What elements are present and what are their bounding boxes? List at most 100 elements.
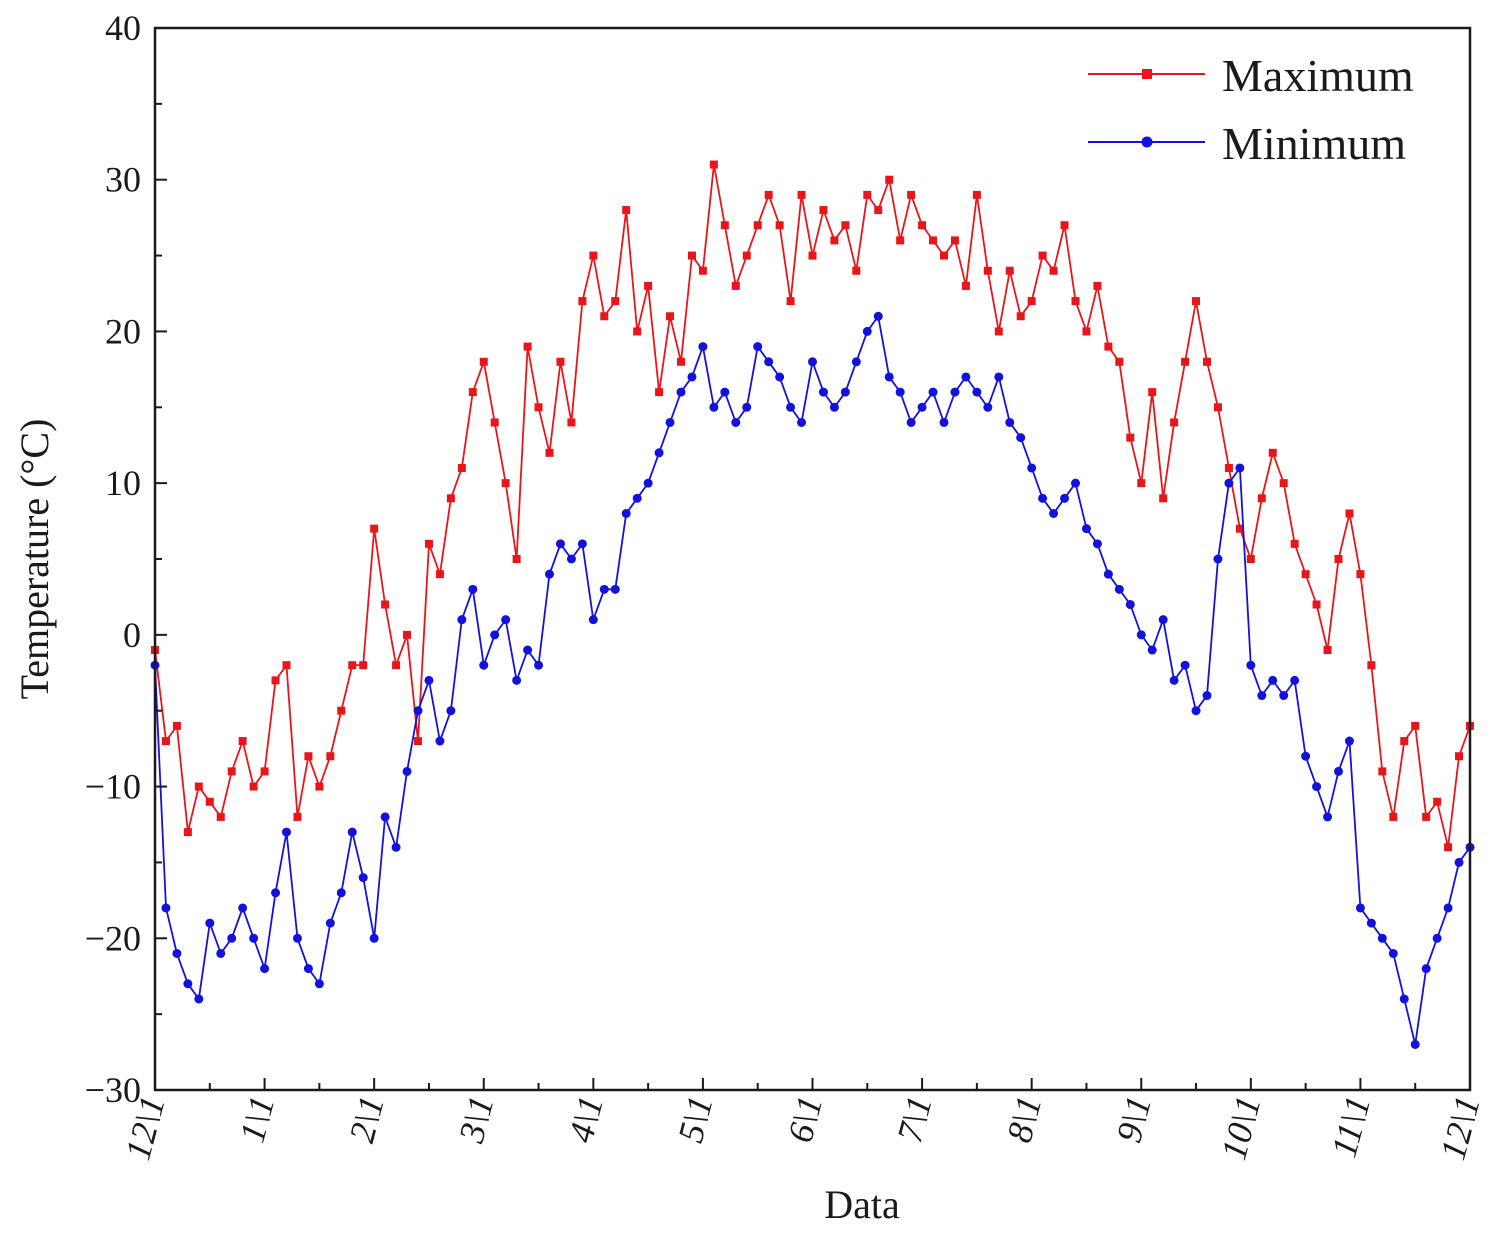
data-point-minimum [1092, 539, 1102, 549]
data-point-minimum [347, 827, 357, 837]
data-point-maximum [775, 221, 784, 230]
data-point-minimum [468, 584, 478, 594]
data-point-minimum [1334, 766, 1343, 776]
data-point-maximum [1005, 266, 1014, 275]
data-point-maximum [172, 721, 181, 730]
data-point-maximum [1323, 646, 1332, 655]
data-point-maximum [622, 206, 631, 215]
data-point-minimum [402, 766, 412, 776]
data-point-minimum [1158, 615, 1168, 625]
data-point-maximum [1290, 539, 1299, 548]
data-point-minimum [512, 675, 522, 685]
data-point-maximum [1334, 555, 1343, 563]
data-point-maximum [808, 251, 817, 260]
data-point-maximum [304, 752, 313, 761]
data-point-minimum [1136, 630, 1146, 640]
data-point-minimum [172, 948, 182, 958]
data-point-minimum [534, 660, 544, 670]
data-point-maximum [1345, 509, 1354, 518]
data-point-maximum [1137, 479, 1146, 488]
data-point-minimum [1180, 660, 1190, 670]
legend: Maximum Minimum [1088, 50, 1414, 169]
data-point-minimum [577, 539, 587, 549]
data-point-maximum [698, 266, 707, 275]
data-point-maximum [863, 190, 872, 199]
data-point-minimum [917, 402, 927, 412]
data-point-minimum [1235, 463, 1245, 473]
y-tick-label: 0 [123, 615, 141, 655]
data-point-minimum [194, 994, 204, 1004]
data-point-maximum [907, 190, 916, 199]
x-axis-ticks: 12\1 1\1 2\1 3\1 4\1 5\1 6\1 7\1 8\1 9\1 10\1 11\1 1… [118, 1078, 1488, 1164]
data-point-minimum [1038, 493, 1048, 503]
data-point-maximum [216, 812, 225, 821]
data-point-maximum [753, 221, 762, 230]
data-point-maximum [238, 737, 247, 746]
data-point-minimum [1432, 933, 1442, 943]
data-point-minimum [873, 311, 883, 321]
data-point-maximum [490, 418, 499, 427]
data-point-minimum [884, 372, 894, 382]
data-point-maximum [709, 160, 718, 169]
data-point-minimum [566, 554, 576, 564]
data-point-minimum [1268, 675, 1278, 685]
data-point-maximum [742, 251, 751, 260]
data-point-maximum [1301, 570, 1310, 579]
data-point-minimum [1016, 433, 1026, 443]
data-point-minimum [1410, 1039, 1420, 1049]
data-point-maximum [1115, 357, 1124, 366]
data-point-maximum [797, 190, 806, 199]
data-point-maximum [1389, 812, 1398, 821]
data-point-maximum [1093, 281, 1102, 290]
data-point-maximum [392, 661, 401, 670]
data-point-minimum [1421, 964, 1431, 974]
data-point-maximum [1444, 843, 1453, 852]
data-point-minimum [227, 933, 237, 943]
data-point-maximum [194, 782, 203, 791]
legend-maximum-label: Maximum [1222, 50, 1414, 101]
data-point-maximum [1192, 297, 1201, 306]
data-point-maximum [523, 342, 532, 351]
data-point-minimum [1081, 524, 1091, 534]
data-point-maximum [578, 297, 587, 306]
data-point-maximum [381, 600, 390, 609]
data-point-minimum [391, 842, 401, 852]
data-point-minimum [1290, 675, 1300, 685]
data-point-minimum [1224, 478, 1234, 488]
data-point-minimum [851, 357, 861, 367]
data-point-maximum [326, 752, 335, 761]
data-point-maximum [1170, 418, 1179, 427]
data-point-minimum [1005, 417, 1015, 427]
data-point-minimum [731, 417, 741, 427]
y-tick-label: 30 [105, 160, 141, 200]
data-point-minimum [709, 402, 719, 412]
data-point-maximum [424, 539, 433, 548]
data-point-minimum [1213, 554, 1223, 564]
data-point-maximum [271, 676, 280, 685]
data-point-maximum [205, 797, 214, 806]
data-point-minimum [1312, 782, 1322, 792]
data-point-minimum [961, 372, 971, 382]
data-point-maximum [764, 190, 773, 199]
data-point-maximum [161, 737, 170, 746]
data-point-minimum [435, 736, 445, 746]
data-point-minimum [621, 508, 631, 518]
data-point-maximum [282, 661, 291, 670]
data-point-maximum [961, 281, 970, 290]
data-point-minimum [665, 417, 675, 427]
data-point-maximum [545, 448, 554, 457]
data-point-minimum [906, 417, 916, 427]
data-point-minimum [1366, 918, 1376, 928]
data-point-minimum [599, 584, 609, 594]
data-point-maximum [874, 206, 883, 215]
data-point-maximum [1433, 797, 1442, 806]
data-point-maximum [1213, 403, 1222, 412]
data-point-minimum [1049, 508, 1059, 518]
data-point-maximum [249, 782, 258, 791]
data-point-minimum [413, 706, 423, 716]
y-axis-title: Temperature (°C) [12, 419, 57, 700]
data-point-minimum [523, 645, 533, 655]
data-point-maximum [666, 312, 675, 321]
data-point-minimum [369, 933, 379, 943]
data-point-maximum [731, 281, 740, 290]
